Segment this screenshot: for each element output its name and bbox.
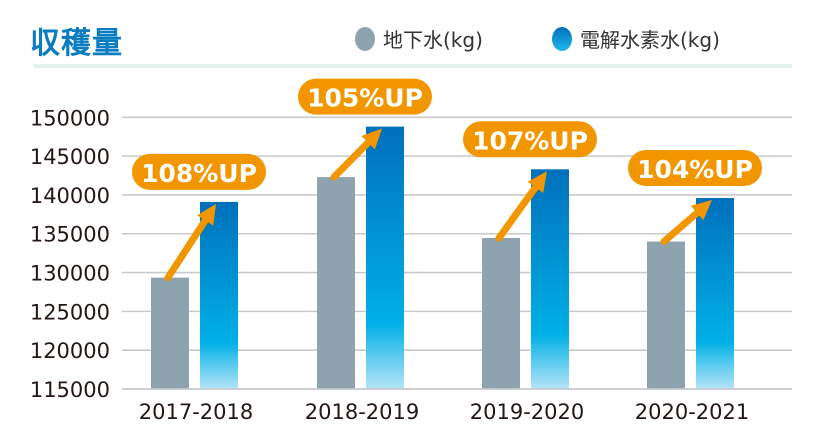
legend-swatch-gray bbox=[355, 26, 375, 51]
growth-badge-label: 108%UP bbox=[141, 159, 257, 188]
legend-swatch-blue bbox=[552, 26, 572, 51]
chart-title: 収穫量 bbox=[30, 26, 123, 61]
y-tick-label: 150000 bbox=[30, 106, 110, 130]
x-tick-label: 2019-2020 bbox=[470, 400, 584, 424]
x-tick-label: 2018-2019 bbox=[305, 400, 419, 424]
arrow-head bbox=[690, 200, 712, 221]
growth-badge-label: 107%UP bbox=[472, 126, 588, 155]
bar-hydrogen-water bbox=[531, 169, 569, 389]
growth-badge bbox=[298, 78, 432, 115]
growth-badge-label: 104%UP bbox=[637, 155, 753, 184]
growth-badge bbox=[628, 150, 762, 187]
up-arrow bbox=[495, 177, 544, 242]
bar-groundwater bbox=[482, 238, 520, 389]
up-arrow bbox=[164, 210, 213, 282]
growth-badge bbox=[132, 153, 266, 190]
y-tick-label: 115000 bbox=[30, 378, 110, 402]
y-tick-label: 130000 bbox=[30, 262, 110, 286]
bar-hydrogen-water bbox=[366, 126, 404, 390]
y-tick-label: 125000 bbox=[30, 300, 110, 324]
growth-badge bbox=[463, 121, 597, 158]
arrow-head bbox=[197, 203, 216, 226]
y-tick-label: 140000 bbox=[30, 184, 110, 208]
x-tick-label: 2020-2021 bbox=[635, 400, 749, 424]
bar-groundwater bbox=[317, 177, 355, 389]
bar-groundwater bbox=[647, 241, 685, 389]
y-tick-label: 145000 bbox=[30, 145, 110, 169]
y-tick-label: 120000 bbox=[30, 339, 110, 363]
bar-hydrogen-water bbox=[200, 201, 238, 389]
legend-label: 電解水素水(kg) bbox=[580, 28, 720, 52]
x-tick-label: 2017-2018 bbox=[139, 400, 253, 424]
legend-item-groundwater: 地下水(kg) bbox=[355, 24, 483, 53]
bar-groundwater bbox=[151, 277, 189, 389]
arrow-head bbox=[527, 171, 547, 193]
growth-badge-label: 105%UP bbox=[307, 84, 423, 113]
bar-hydrogen-water bbox=[696, 198, 734, 389]
y-tick-label: 135000 bbox=[30, 223, 110, 247]
legend-label: 地下水(kg) bbox=[383, 28, 483, 52]
up-arrow bbox=[660, 204, 707, 246]
arrow-head bbox=[361, 128, 382, 150]
legend-item-hydrogen-water: 電解水素水(kg) bbox=[552, 24, 720, 53]
header-divider bbox=[34, 64, 792, 68]
up-arrow bbox=[330, 133, 378, 181]
